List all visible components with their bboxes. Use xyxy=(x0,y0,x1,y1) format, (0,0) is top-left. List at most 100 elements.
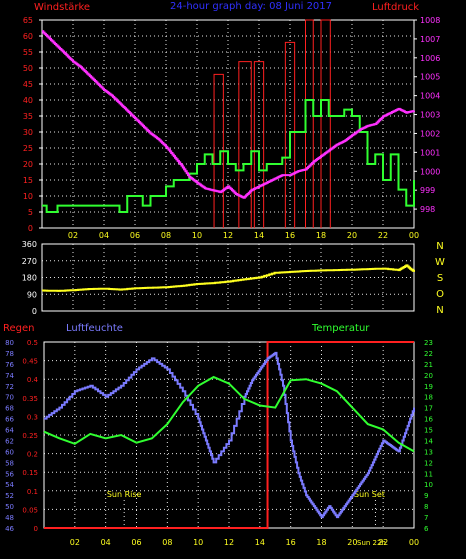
rain-tick-label: 0.4 xyxy=(27,376,39,384)
hour-tick-label: 20 xyxy=(347,231,357,240)
temperature-label: Temperatur xyxy=(311,323,370,334)
hour-tick-label: 10 xyxy=(193,538,203,547)
pressure-tick-label: 1000 xyxy=(420,167,440,176)
hour-tick-label: 00 xyxy=(409,231,419,240)
humidity-tick-label: 72 xyxy=(5,383,14,391)
hour-tick-label: 10 xyxy=(192,231,202,240)
temperature-tick-label: 7 xyxy=(424,514,428,522)
hour-tick-label: 22 xyxy=(378,538,388,547)
pressure-tick-label: 1002 xyxy=(420,129,440,138)
temperature-tick-label: 18 xyxy=(424,394,433,402)
temperature-tick-label: 23 xyxy=(424,339,433,347)
wind-pressure-panel: 0510152025303540455055606599899910001001… xyxy=(23,16,441,240)
temperature-tick-label: 15 xyxy=(424,427,433,435)
humidity-tick-label: 74 xyxy=(5,372,14,380)
humidity-tick-label: 62 xyxy=(5,437,14,445)
wind-tick-label: 5 xyxy=(28,208,33,217)
humidity-tick-label: 54 xyxy=(5,481,14,489)
pressure-tick-label: 1004 xyxy=(420,92,440,101)
temperature-tick-label: 13 xyxy=(424,448,433,456)
direction-letter: N xyxy=(436,241,443,252)
humidity-tick-label: 64 xyxy=(5,427,14,435)
wind-speed-label: Windstärke xyxy=(34,2,90,13)
wind-tick-label: 35 xyxy=(23,112,33,121)
direction-tick-label: 270 xyxy=(22,257,37,266)
humidity-tick-label: 70 xyxy=(5,394,14,402)
humidity-tick-label: 52 xyxy=(5,492,14,500)
rain-tick-label: 0.25 xyxy=(22,432,38,440)
wind-tick-label: 65 xyxy=(23,16,33,25)
rain-tick-label: 0.45 xyxy=(22,358,38,366)
direction-tick-label: 0 xyxy=(32,307,37,316)
wind-tick-label: 0 xyxy=(28,224,33,233)
gust-bar xyxy=(238,61,252,228)
wind-tick-label: 50 xyxy=(23,64,33,73)
wind-tick-label: 45 xyxy=(23,80,33,89)
humidity-line xyxy=(44,351,415,519)
direction-letter: N xyxy=(436,305,443,316)
pressure-tick-label: 1008 xyxy=(420,16,440,25)
temperature-tick-label: 10 xyxy=(424,481,433,489)
humidity-label: Luftfeuchte xyxy=(66,323,123,334)
temperature-line xyxy=(43,375,415,453)
temperature-tick-label: 19 xyxy=(424,383,433,391)
hour-tick-label: 22 xyxy=(378,231,388,240)
direction-letter: S xyxy=(437,273,443,284)
humidity-tick-label: 50 xyxy=(5,503,14,511)
hour-tick-label: 14 xyxy=(254,231,264,240)
wind-speed-line xyxy=(42,99,415,213)
wind-tick-label: 20 xyxy=(23,160,33,169)
humidity-tick-label: 46 xyxy=(5,525,14,533)
temperature-tick-label: 14 xyxy=(424,437,433,445)
gust-bar xyxy=(253,61,265,228)
hour-tick-label: 14 xyxy=(255,538,265,547)
rain-tick-label: 0 xyxy=(34,525,38,533)
hour-tick-label: 02 xyxy=(70,538,80,547)
humidity-tick-label: 48 xyxy=(5,514,14,522)
humidity-tick-label: 68 xyxy=(5,405,14,413)
rain-tick-label: 0.15 xyxy=(22,469,38,477)
hour-tick-label: 04 xyxy=(101,538,111,547)
wind-tick-label: 40 xyxy=(23,96,33,105)
temperature-tick-label: 6 xyxy=(424,525,429,533)
hour-tick-label: 06 xyxy=(131,538,141,547)
pressure-tick-label: 998 xyxy=(420,205,435,214)
humidity-tick-label: 76 xyxy=(5,361,14,369)
pressure-tick-label: 1001 xyxy=(420,148,440,157)
rain-tick-label: 0.35 xyxy=(22,395,38,403)
sun-rise-label: Sun Rise xyxy=(107,490,142,499)
hour-tick-label: 16 xyxy=(285,231,295,240)
hour-tick-label: 12 xyxy=(223,231,233,240)
hour-tick-label: 12 xyxy=(224,538,234,547)
hour-tick-label: 04 xyxy=(99,231,109,240)
rain-line xyxy=(44,341,414,529)
hour-tick-label: 18 xyxy=(316,538,326,547)
humidity-tick-label: 66 xyxy=(5,416,14,424)
pressure-label: Luftdruck xyxy=(372,2,419,13)
wind-tick-label: 25 xyxy=(23,144,33,153)
direction-letter: W xyxy=(435,257,445,268)
humidity-tick-label: 56 xyxy=(5,470,14,478)
hour-tick-label: 08 xyxy=(162,538,172,547)
temperature-tick-label: 9 xyxy=(424,492,428,500)
temperature-tick-label: 22 xyxy=(424,350,433,358)
wind-tick-label: 30 xyxy=(23,128,33,137)
temperature-tick-label: 17 xyxy=(424,405,433,413)
direction-tick-label: 360 xyxy=(22,240,37,249)
hour-tick-label: 08 xyxy=(161,231,171,240)
gust-bar xyxy=(284,41,296,228)
direction-letter: O xyxy=(436,289,444,300)
wind-tick-label: 10 xyxy=(23,192,33,201)
sun-set-label: Sun Set xyxy=(354,490,385,499)
pressure-tick-label: 999 xyxy=(420,186,435,195)
temperature-tick-label: 12 xyxy=(424,459,433,467)
sun-set-axis-label: Sun 22h xyxy=(357,539,386,547)
humidity-tick-label: 58 xyxy=(5,459,14,467)
hour-tick-label: 00 xyxy=(409,538,419,547)
pressure-tick-label: 1007 xyxy=(420,35,440,44)
humidity-tick-label: 78 xyxy=(5,350,14,358)
rain-tick-label: 0.05 xyxy=(22,506,38,514)
rain-tick-label: 0.1 xyxy=(27,488,38,496)
